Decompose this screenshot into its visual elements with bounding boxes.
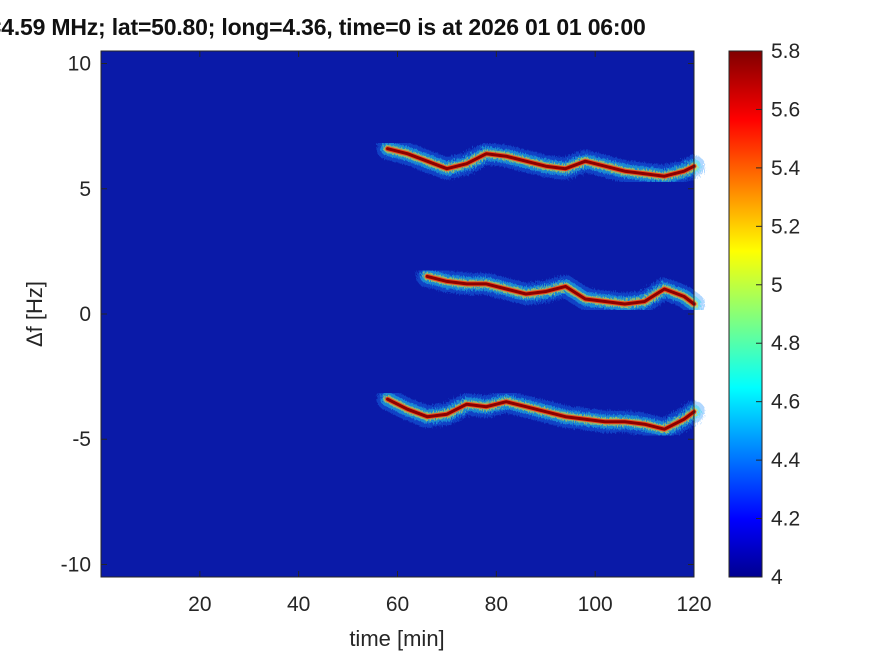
y-tick-label: -5 xyxy=(72,428,91,451)
y-tick-label: -10 xyxy=(61,553,91,576)
trace-2-layer xyxy=(425,274,696,306)
colorbar-ticks: 5.8 5.6 5.4 5.2 5 4.8 4.6 4.4 4.2 4 xyxy=(756,40,801,589)
y-tick-label: 0 xyxy=(79,303,91,326)
colorbar-tick-label: 5.8 xyxy=(771,40,800,63)
trace-3-layer xyxy=(386,397,696,431)
y-tick-label: 10 xyxy=(68,53,91,76)
spectral-traces xyxy=(376,137,705,441)
trace-1 xyxy=(376,137,705,188)
trace-1-layer xyxy=(386,147,696,178)
x-axis-label: time [min] xyxy=(349,626,444,651)
x-tick-label: 40 xyxy=(287,593,310,616)
y-tick-label: 5 xyxy=(79,178,91,201)
x-tick-label: 80 xyxy=(485,593,508,616)
trace-3 xyxy=(376,388,705,441)
y-axis-label: Δf [Hz] xyxy=(22,281,47,347)
x-axis: 20 40 60 80 100 120 xyxy=(188,51,712,616)
x-tick-label: 120 xyxy=(676,593,711,616)
trace-2 xyxy=(416,265,705,315)
x-tick-label: 20 xyxy=(188,593,211,616)
x-tick-label: 100 xyxy=(578,593,613,616)
colorbar-tick-label: 5.6 xyxy=(771,98,800,121)
colorbar-tick-label: 5 xyxy=(771,274,783,297)
x-tick-label: 60 xyxy=(386,593,409,616)
colorbar-tick-label: 4.6 xyxy=(771,391,800,414)
colorbar-tick-label: 4 xyxy=(771,566,783,589)
colorbar-tick-label: 5.2 xyxy=(771,215,800,238)
y-axis: 10 5 0 -5 -10 xyxy=(61,53,694,576)
plot-area xyxy=(101,51,694,577)
colorbar xyxy=(728,50,763,578)
colorbar-tick-label: 4.8 xyxy=(771,332,800,355)
colorbar-tick-label: 4.2 xyxy=(771,508,800,531)
colorbar-tick-label: 4.4 xyxy=(771,449,801,472)
colorbar-tick-label: 5.4 xyxy=(771,157,801,180)
chart-title: =4.59 MHz; lat=50.80; long=4.36, time=0 … xyxy=(0,14,646,40)
